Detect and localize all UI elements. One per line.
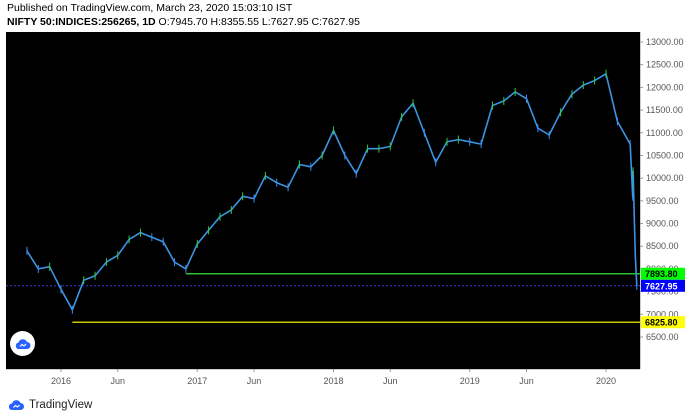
- x-tick-label: 2019: [460, 376, 480, 386]
- y-tick-label: 9500.00: [646, 196, 679, 206]
- symbol-name: NIFTY 50:INDICES:256265, 1D: [7, 16, 156, 28]
- x-tick-label: Jun: [519, 376, 534, 386]
- tradingview-cloud-icon: [8, 400, 24, 410]
- y-tick-label: 11500.00: [646, 105, 683, 115]
- y-tick-label: 7000.00: [646, 309, 679, 319]
- plot-area: [6, 32, 640, 369]
- x-tick-label: 2020: [596, 376, 616, 386]
- level-label: 7893.80: [645, 269, 678, 279]
- y-tick-label: 6500.00: [646, 332, 679, 342]
- price-axis: [640, 32, 690, 369]
- x-tick-label: 2017: [187, 376, 207, 386]
- x-tick-label: 2018: [323, 376, 343, 386]
- symbol-caption: NIFTY 50:INDICES:256265, 1D O:7945.70 H:…: [7, 16, 360, 29]
- y-tick-label: 12500.00: [646, 60, 684, 70]
- tradingview-badge[interactable]: [10, 331, 35, 356]
- price-series-accent: [26, 73, 638, 311]
- x-tick-label: Jun: [247, 376, 262, 386]
- ohlc-values: O:7945.70 H:8355.55 L:7627.95 C:7627.95: [158, 16, 360, 28]
- y-tick-label: 10500.00: [646, 150, 684, 160]
- tradingview-cloud-icon: [15, 338, 31, 349]
- level-label-box: [641, 279, 685, 292]
- x-tick-label: 2016: [51, 376, 71, 386]
- y-tick-label: 9000.00: [646, 219, 679, 229]
- level-label: 7627.95: [645, 281, 678, 291]
- y-tick-label: 11000.00: [646, 128, 683, 138]
- x-tick-label: Jun: [383, 376, 398, 386]
- footer-brand-label: TradingView: [29, 399, 93, 411]
- y-tick-label: 10000.00: [646, 173, 684, 183]
- footer: TradingView: [8, 397, 92, 413]
- level-label: 6825.80: [645, 318, 678, 328]
- level-label-box: [641, 267, 685, 280]
- x-tick-label: Jun: [111, 376, 126, 386]
- y-tick-label: 12000.00: [646, 82, 684, 92]
- y-tick-label: 13000.00: [646, 37, 684, 47]
- y-tick-label: 8500.00: [646, 241, 679, 251]
- level-label-box: [641, 316, 685, 329]
- published-caption: Published on TradingView.com, March 23, …: [7, 2, 293, 14]
